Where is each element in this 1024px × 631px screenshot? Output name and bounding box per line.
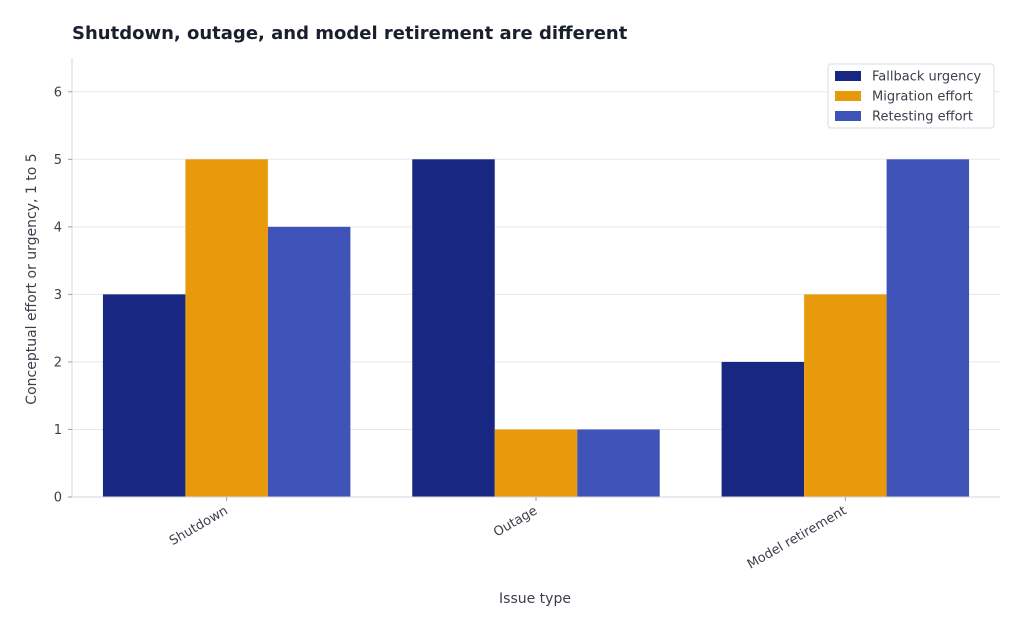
bar-migration-effort-model-retirement — [804, 294, 887, 497]
x-axis-ticks: Shutdown Outage Model retirement — [167, 497, 849, 572]
x-tick-label: Shutdown — [167, 503, 231, 548]
legend-swatch — [835, 111, 861, 121]
bar-fallback-urgency-model-retirement — [721, 361, 805, 497]
bar-retesting-effort-shutdown — [267, 226, 351, 497]
y-tick-label: 6 — [54, 85, 62, 100]
chart-title: Shutdown, outage, and model retirement a… — [72, 23, 628, 44]
x-tick-label: Model retirement — [745, 503, 849, 572]
bar-migration-effort-outage — [494, 429, 578, 497]
x-tick-label: Outage — [491, 503, 540, 540]
bar-retesting-effort-model-retirement — [886, 159, 970, 498]
bars — [102, 159, 970, 498]
bar-migration-effort-shutdown — [185, 159, 268, 498]
legend-label: Fallback urgency — [872, 70, 981, 85]
legend-label: Retesting effort — [872, 110, 973, 125]
legend-box — [827, 63, 995, 129]
y-tick-label: 2 — [54, 355, 62, 370]
x-axis-label: Issue type — [499, 591, 571, 607]
legend-swatch — [835, 91, 861, 101]
y-tick-label: 4 — [54, 220, 62, 235]
bar-fallback-urgency-shutdown — [102, 294, 186, 497]
y-tick-label: 3 — [54, 288, 62, 303]
legend-swatch — [835, 71, 861, 81]
y-tick-label: 0 — [54, 491, 62, 506]
legend-label: Migration effort — [872, 90, 973, 105]
y-axis-ticks: 0 1 2 3 4 5 6 — [54, 85, 72, 506]
y-tick-label: 5 — [54, 153, 62, 168]
bar-fallback-urgency-outage — [412, 159, 495, 498]
bar-retesting-effort-outage — [577, 429, 660, 497]
y-axis-label: Conceptual effort or urgency, 1 to 5 — [24, 153, 40, 404]
legend: Fallback urgency Migration effort Retestin… — [827, 63, 995, 129]
y-tick-label: 1 — [54, 423, 62, 438]
legend-items: Fallback urgency Migration effort Retestin… — [835, 70, 981, 125]
